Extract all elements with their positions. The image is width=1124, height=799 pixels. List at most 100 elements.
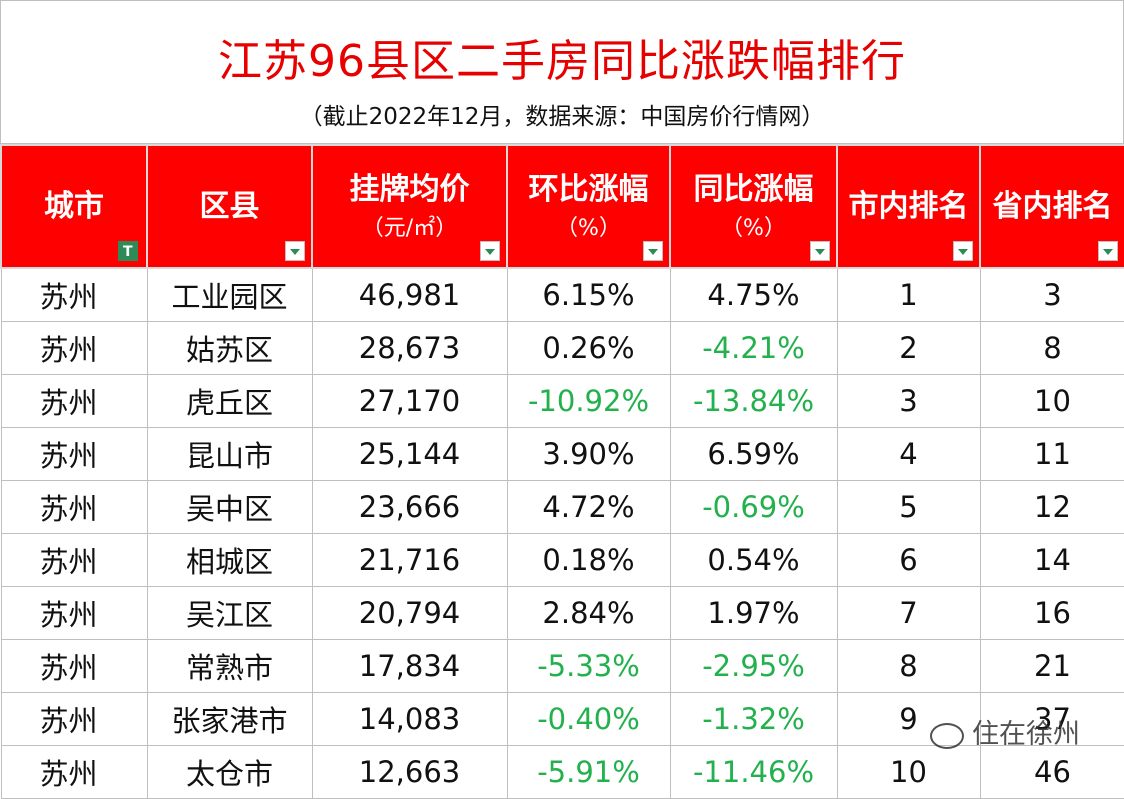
cell-city: 苏州 [0, 745, 148, 799]
cell-province-rank: 12 [979, 480, 1124, 534]
cell-province-rank: 46 [979, 745, 1124, 799]
cell-district: 工业园区 [146, 267, 313, 322]
filter-dropdown-icon[interactable] [810, 241, 830, 261]
filter-active-icon[interactable]: T [118, 241, 138, 261]
cell-city: 苏州 [0, 480, 148, 534]
table-row: 苏州 太仓市 12,663 -5.91% -11.46% 10 46 [0, 745, 1124, 799]
cell-city-rank: 5 [836, 480, 981, 534]
header-district: 区县 [146, 144, 313, 269]
cell-mom: 0.18% [506, 533, 671, 587]
cell-city-rank: 1 [836, 267, 981, 322]
cell-mom: -0.40% [506, 692, 671, 746]
page-subtitle: （截止2022年12月，数据来源：中国房价行情网） [299, 104, 825, 130]
cell-mom: -5.91% [506, 745, 671, 799]
cell-city: 苏州 [0, 586, 148, 640]
header-price: 挂牌均价 （元/㎡） [311, 144, 508, 269]
cell-price: 17,834 [311, 639, 508, 693]
header-mom: 环比涨幅 （%） [506, 144, 671, 269]
cell-district: 昆山市 [146, 427, 313, 481]
table-row: 苏州 昆山市 25,144 3.90% 6.59% 4 11 [0, 427, 1124, 481]
cell-yoy: -0.69% [669, 480, 838, 534]
header-city-rank: 市内排名 [836, 144, 981, 269]
page-title: 江苏96县区二手房同比涨跌幅排行 [218, 36, 906, 87]
filter-dropdown-icon[interactable] [953, 241, 973, 261]
cell-yoy: -1.32% [669, 692, 838, 746]
header-price-label: 挂牌均价 [349, 172, 470, 207]
cell-yoy: -13.84% [669, 374, 838, 428]
cell-city-rank: 4 [836, 427, 981, 481]
header-mom-label: 环比涨幅 [528, 172, 649, 207]
table-row: 苏州 姑苏区 28,673 0.26% -4.21% 2 8 [0, 321, 1124, 375]
cell-city: 苏州 [0, 321, 148, 375]
cell-province-rank: 14 [979, 533, 1124, 587]
header-city-label: 城市 [44, 188, 104, 224]
filter-dropdown-icon[interactable] [1098, 241, 1118, 261]
cell-district: 太仓市 [146, 745, 313, 799]
cell-province-rank: 16 [979, 586, 1124, 640]
cell-yoy: -4.21% [669, 321, 838, 375]
cell-mom: 4.72% [506, 480, 671, 534]
header-yoy-label: 同比涨幅 [693, 172, 814, 207]
cell-city-rank: 2 [836, 321, 981, 375]
filter-dropdown-icon[interactable] [480, 241, 500, 261]
filter-dropdown-icon[interactable] [643, 241, 663, 261]
cell-price: 46,981 [311, 267, 508, 322]
cell-district: 相城区 [146, 533, 313, 587]
cell-city-rank: 10 [836, 745, 981, 799]
cell-district: 姑苏区 [146, 321, 313, 375]
cell-city: 苏州 [0, 533, 148, 587]
cell-price: 12,663 [311, 745, 508, 799]
cell-yoy: 4.75% [669, 267, 838, 322]
cell-mom: 2.84% [506, 586, 671, 640]
table-row: 苏州 常熟市 17,834 -5.33% -2.95% 8 21 [0, 639, 1124, 693]
cell-price: 28,673 [311, 321, 508, 375]
cell-province-rank: 3 [979, 267, 1124, 322]
table-row: 苏州 吴中区 23,666 4.72% -0.69% 5 12 [0, 480, 1124, 534]
header-row: 城市 T 区县 挂牌均价 （元/㎡） 环比涨幅 （%） 同比涨幅 （%） 市内排名 省内… [0, 144, 1124, 269]
table-row: 苏州 相城区 21,716 0.18% 0.54% 6 14 [0, 533, 1124, 587]
cell-price: 20,794 [311, 586, 508, 640]
cell-city-rank: 3 [836, 374, 981, 428]
cell-mom: 0.26% [506, 321, 671, 375]
cell-mom: -10.92% [506, 374, 671, 428]
cell-district: 张家港市 [146, 692, 313, 746]
cell-province-rank: 8 [979, 321, 1124, 375]
header-yoy-unit: （%） [721, 215, 786, 241]
cell-district: 吴江区 [146, 586, 313, 640]
cell-mom: 6.15% [506, 267, 671, 322]
cell-city: 苏州 [0, 639, 148, 693]
cell-city: 苏州 [0, 374, 148, 428]
header-province-rank: 省内排名 [979, 144, 1124, 269]
header-mom-unit: （%） [556, 215, 621, 241]
cell-price: 25,144 [311, 427, 508, 481]
cell-yoy: 6.59% [669, 427, 838, 481]
chat-bubble-icon [930, 722, 964, 749]
cell-province-rank: 10 [979, 374, 1124, 428]
ranking-table: 城市 T 区县 挂牌均价 （元/㎡） 环比涨幅 （%） 同比涨幅 （%） 市内排名 省内… [0, 144, 1124, 799]
cell-province-rank: 21 [979, 639, 1124, 693]
table-body: 苏州 工业园区 46,981 6.15% 4.75% 1 3 苏州 姑苏区 28,673 0.26%… [0, 267, 1124, 799]
cell-price: 23,666 [311, 480, 508, 534]
cell-price: 14,083 [311, 692, 508, 746]
cell-mom: -5.33% [506, 639, 671, 693]
cell-yoy: -11.46% [669, 745, 838, 799]
cell-province-rank: 11 [979, 427, 1124, 481]
cell-city-rank: 6 [836, 533, 981, 587]
cell-district: 常熟市 [146, 639, 313, 693]
header-yoy: 同比涨幅 （%） [669, 144, 838, 269]
cell-price: 27,170 [311, 374, 508, 428]
cell-city: 苏州 [0, 267, 148, 322]
header-city: 城市 T [0, 144, 148, 269]
cell-yoy: 0.54% [669, 533, 838, 587]
title-box: 江苏96县区二手房同比涨跌幅排行 （截止2022年12月，数据来源：中国房价行情… [0, 0, 1124, 144]
cell-yoy: 1.97% [669, 586, 838, 640]
cell-city-rank: 7 [836, 586, 981, 640]
watermark-text: 住在徐州 [972, 719, 1080, 750]
filter-dropdown-icon[interactable] [285, 241, 305, 261]
header-district-label: 区县 [199, 188, 260, 224]
cell-mom: 3.90% [506, 427, 671, 481]
table-row: 苏州 工业园区 46,981 6.15% 4.75% 1 3 [0, 267, 1124, 322]
header-province-rank-label: 省内排名 [992, 188, 1113, 224]
cell-district: 虎丘区 [146, 374, 313, 428]
cell-district: 吴中区 [146, 480, 313, 534]
